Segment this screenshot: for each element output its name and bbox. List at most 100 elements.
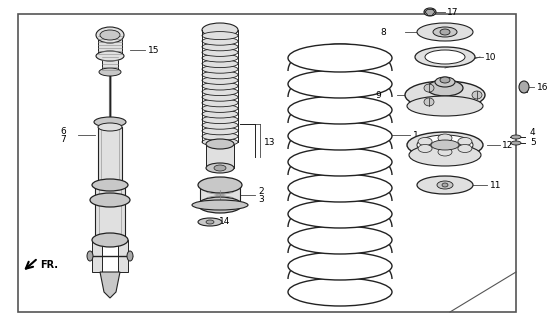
Text: 7: 7 bbox=[60, 134, 66, 143]
Text: 14: 14 bbox=[219, 218, 230, 227]
Text: 8: 8 bbox=[380, 28, 386, 36]
Ellipse shape bbox=[438, 148, 452, 156]
Ellipse shape bbox=[202, 121, 238, 129]
Text: 9: 9 bbox=[375, 91, 381, 100]
Ellipse shape bbox=[288, 96, 392, 124]
Ellipse shape bbox=[407, 96, 483, 116]
Ellipse shape bbox=[202, 71, 238, 79]
Ellipse shape bbox=[100, 30, 120, 40]
Ellipse shape bbox=[415, 47, 475, 67]
Ellipse shape bbox=[435, 77, 455, 87]
Text: 4: 4 bbox=[530, 127, 536, 137]
Ellipse shape bbox=[202, 76, 238, 84]
Ellipse shape bbox=[202, 48, 238, 56]
Bar bbox=[98, 34, 122, 56]
Ellipse shape bbox=[87, 251, 93, 261]
Ellipse shape bbox=[206, 220, 214, 224]
Ellipse shape bbox=[288, 122, 392, 150]
Ellipse shape bbox=[409, 144, 481, 166]
Ellipse shape bbox=[202, 37, 238, 45]
Ellipse shape bbox=[407, 132, 483, 158]
Ellipse shape bbox=[96, 27, 124, 43]
Ellipse shape bbox=[440, 77, 450, 83]
Ellipse shape bbox=[440, 29, 450, 35]
Ellipse shape bbox=[92, 179, 128, 191]
Ellipse shape bbox=[405, 81, 485, 109]
Ellipse shape bbox=[94, 117, 126, 127]
Ellipse shape bbox=[206, 139, 234, 149]
Ellipse shape bbox=[458, 138, 472, 146]
Bar bbox=[18, 14, 516, 312]
Bar bbox=[92, 240, 102, 272]
Ellipse shape bbox=[202, 88, 238, 96]
Ellipse shape bbox=[425, 50, 465, 64]
Bar bbox=[200, 184, 240, 205]
Ellipse shape bbox=[202, 127, 238, 135]
Ellipse shape bbox=[433, 27, 457, 37]
Polygon shape bbox=[100, 272, 120, 298]
Ellipse shape bbox=[98, 123, 122, 131]
Ellipse shape bbox=[198, 197, 242, 213]
Text: 17: 17 bbox=[447, 7, 459, 17]
Ellipse shape bbox=[288, 226, 392, 254]
Ellipse shape bbox=[417, 135, 473, 155]
Ellipse shape bbox=[417, 176, 473, 194]
Ellipse shape bbox=[427, 80, 463, 96]
Text: 15: 15 bbox=[148, 45, 160, 54]
Ellipse shape bbox=[288, 148, 392, 176]
Ellipse shape bbox=[288, 252, 392, 280]
Ellipse shape bbox=[472, 91, 482, 99]
Ellipse shape bbox=[127, 251, 133, 261]
Ellipse shape bbox=[202, 82, 238, 90]
Text: 5: 5 bbox=[530, 138, 536, 147]
Ellipse shape bbox=[431, 140, 459, 150]
Text: 2: 2 bbox=[258, 187, 264, 196]
Ellipse shape bbox=[424, 8, 436, 16]
Ellipse shape bbox=[202, 32, 238, 40]
Ellipse shape bbox=[202, 54, 238, 62]
Ellipse shape bbox=[202, 99, 238, 107]
Text: 3: 3 bbox=[258, 195, 264, 204]
Text: FR.: FR. bbox=[40, 260, 58, 270]
Ellipse shape bbox=[458, 145, 472, 153]
Ellipse shape bbox=[98, 181, 122, 189]
Ellipse shape bbox=[99, 68, 121, 76]
Ellipse shape bbox=[96, 51, 124, 61]
Ellipse shape bbox=[198, 177, 242, 193]
Ellipse shape bbox=[418, 138, 432, 146]
Ellipse shape bbox=[202, 60, 238, 68]
Ellipse shape bbox=[417, 23, 473, 41]
Ellipse shape bbox=[442, 183, 448, 187]
Ellipse shape bbox=[202, 23, 238, 37]
Ellipse shape bbox=[202, 104, 238, 112]
Text: 16: 16 bbox=[537, 83, 548, 92]
Ellipse shape bbox=[288, 70, 392, 98]
Text: 6: 6 bbox=[60, 126, 66, 135]
Ellipse shape bbox=[424, 98, 434, 106]
Ellipse shape bbox=[438, 134, 452, 142]
Ellipse shape bbox=[519, 81, 529, 93]
Ellipse shape bbox=[202, 132, 238, 140]
Ellipse shape bbox=[214, 165, 226, 171]
Ellipse shape bbox=[90, 193, 130, 207]
Ellipse shape bbox=[437, 181, 453, 189]
Ellipse shape bbox=[192, 200, 248, 210]
Ellipse shape bbox=[288, 278, 392, 306]
Ellipse shape bbox=[511, 141, 521, 145]
Ellipse shape bbox=[202, 65, 238, 73]
Ellipse shape bbox=[198, 218, 222, 226]
Ellipse shape bbox=[511, 135, 521, 139]
Bar bbox=[206, 144, 234, 168]
Bar bbox=[206, 30, 234, 145]
Text: 13: 13 bbox=[264, 138, 275, 147]
Ellipse shape bbox=[288, 174, 392, 202]
Ellipse shape bbox=[202, 110, 238, 118]
Ellipse shape bbox=[424, 84, 434, 92]
Bar bbox=[118, 240, 128, 272]
Text: 12: 12 bbox=[502, 140, 514, 149]
Ellipse shape bbox=[288, 44, 392, 72]
Bar bbox=[98, 127, 122, 185]
Ellipse shape bbox=[202, 138, 238, 146]
Text: 1: 1 bbox=[413, 131, 419, 140]
Ellipse shape bbox=[202, 116, 238, 124]
